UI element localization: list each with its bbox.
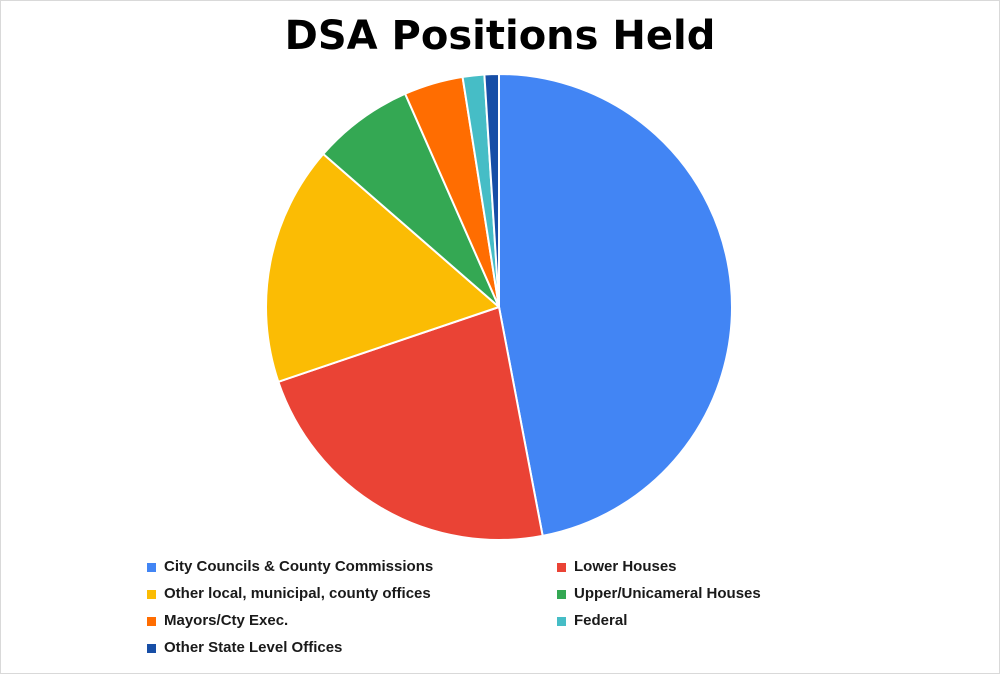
legend-swatch — [147, 562, 156, 572]
legend-label: Other State Level Offices — [164, 639, 343, 656]
legend-swatch — [557, 562, 566, 572]
legend-swatch — [557, 589, 566, 599]
legend-swatch — [147, 589, 156, 599]
legend-swatch — [147, 616, 156, 626]
legend-item: Federal — [557, 610, 627, 632]
legend-item: City Councils & County Commissions — [147, 556, 433, 578]
pie-slice-lower-houses — [277, 306, 544, 541]
pie-slice-other-local-municipal-county-offices — [265, 153, 500, 383]
legend-item: Other State Level Offices — [147, 637, 342, 659]
legend-item: Upper/Unicameral Houses — [557, 583, 761, 605]
pie-slice-upper-unicameral-houses — [322, 92, 500, 308]
legend-label: Federal — [574, 612, 628, 629]
legend-label: City Councils & County Commissions — [164, 558, 434, 575]
legend-item: Mayors/Cty Exec. — [147, 610, 288, 632]
legend-swatch — [557, 616, 566, 626]
legend-label: Mayors/Cty Exec. — [164, 612, 289, 629]
pie-slice-other-state-level-offices — [483, 73, 500, 308]
legend-label: Other local, municipal, county offices — [164, 585, 431, 602]
legend-item: Other local, municipal, county offices — [147, 583, 431, 605]
pie-slice-city-councils-county-commissions — [498, 73, 733, 537]
legend-swatch — [147, 643, 156, 653]
chart-title: DSA Positions Held — [284, 13, 716, 59]
legend-item: Lower Houses — [557, 556, 677, 578]
legend-label: Lower Houses — [574, 558, 677, 575]
legend-label: Upper/Unicameral Houses — [574, 585, 761, 602]
